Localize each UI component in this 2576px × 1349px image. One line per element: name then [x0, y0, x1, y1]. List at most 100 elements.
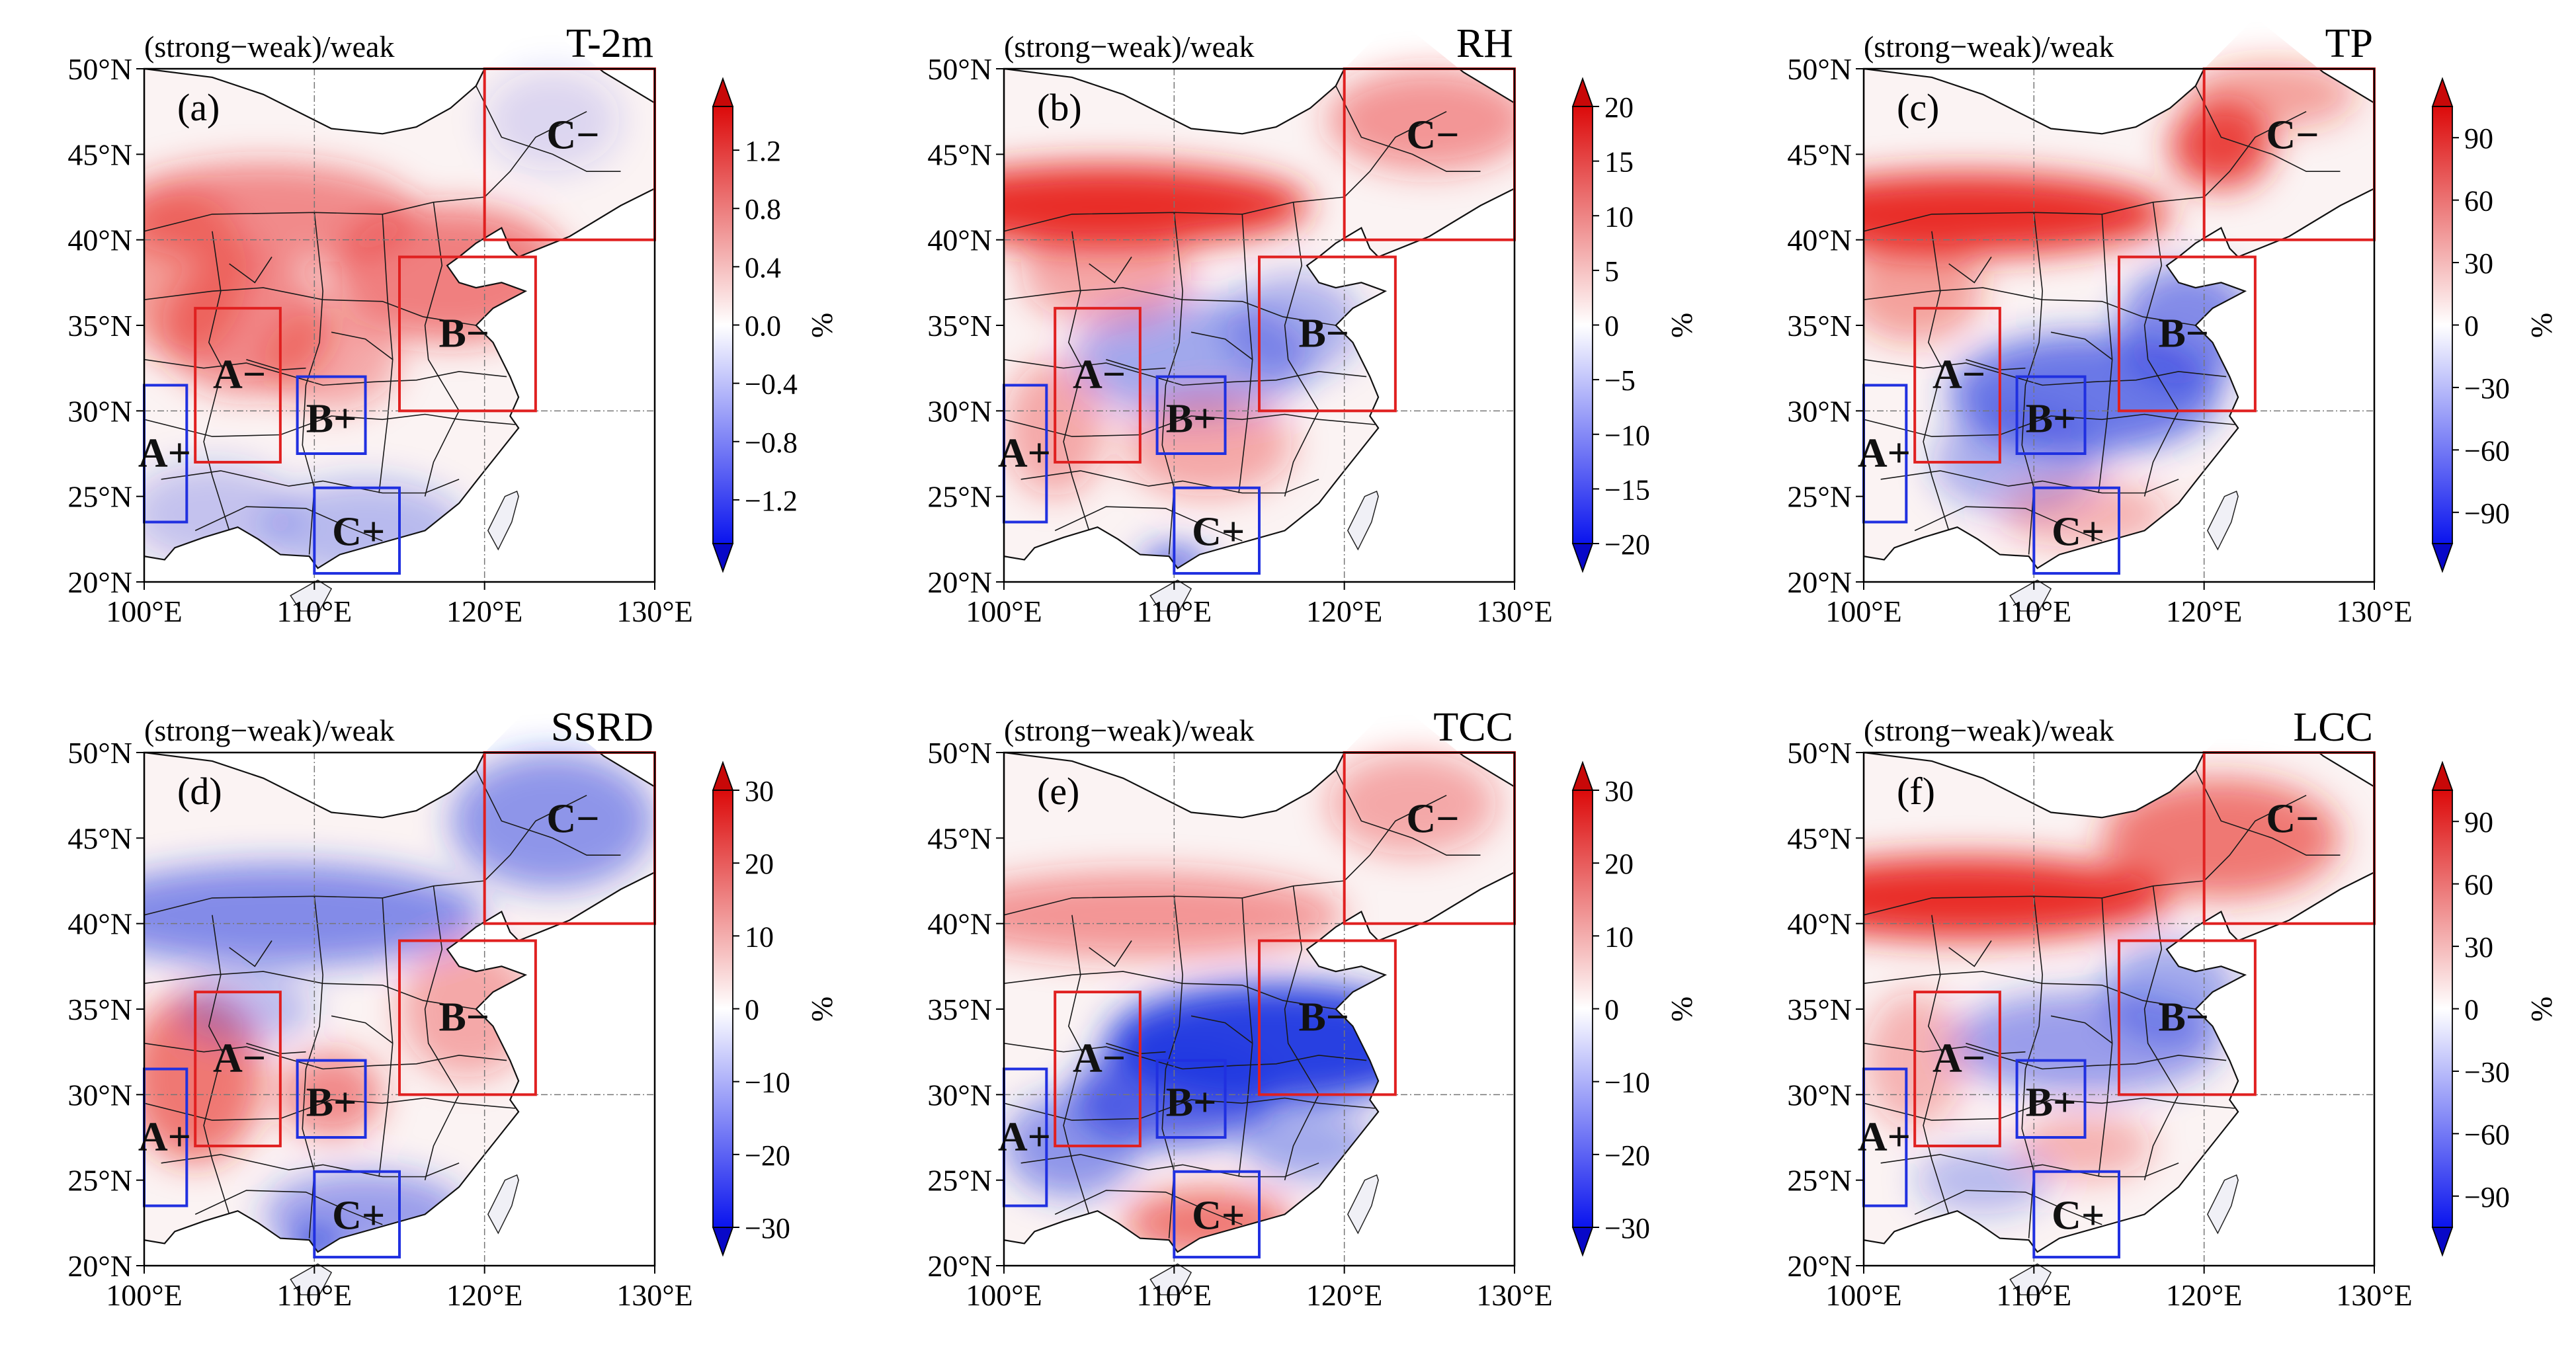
panel-letter: (f)	[1897, 770, 1935, 813]
panel-subtitle: (strong−weak)/weak	[1864, 714, 2114, 747]
region-label-A-minus: A−	[1073, 352, 1126, 397]
colorbar-max-arrow	[2431, 77, 2454, 107]
lat-tick-label: 25°N	[927, 480, 992, 514]
region-label-C-minus: C−	[1406, 112, 1459, 157]
region-label-B-minus: B−	[1298, 995, 1349, 1040]
region-box-A-minus	[194, 307, 282, 464]
colorbar: 30 20 10 0 −10 −20 −30%	[712, 760, 839, 1257]
province-border	[194, 506, 383, 542]
region-box-B-minus	[2118, 939, 2257, 1096]
country-border	[1004, 753, 1515, 1253]
colorbar-tick-label: 0	[1604, 310, 1619, 343]
lat-tick-label: 45°N	[927, 138, 992, 171]
panel-variable-title: TP	[2325, 21, 2373, 66]
colorbar-tick-label: 30	[745, 775, 774, 807]
province-border	[484, 110, 587, 198]
taiwan-outline	[2206, 490, 2239, 551]
field-blob	[1123, 393, 1294, 497]
panel-subtitle: (strong−weak)/weak	[1004, 30, 1254, 63]
colorbar-gradient	[1572, 790, 1593, 1228]
province-border	[1004, 413, 1376, 437]
lon-tick-label: 120°E	[1306, 594, 1383, 628]
colorbar-min-arrow	[2431, 543, 2454, 573]
province-border	[1864, 196, 2204, 232]
lat-tick-label: 30°N	[67, 394, 132, 428]
region-label-A-plus: A+	[998, 1114, 1051, 1159]
region-label-C-plus: C+	[2052, 1193, 2104, 1238]
province-border	[424, 885, 460, 1180]
colorbar-tick-label: 0	[2464, 994, 2479, 1026]
lat-tick-label: 30°N	[1787, 1078, 1852, 1112]
lat-tick-label: 35°N	[67, 309, 132, 343]
panel-subtitle: (strong−weak)/weak	[1864, 30, 2114, 63]
colorbar-tick-label: 30	[2464, 247, 2493, 280]
colorbar-tick-label: −90	[2464, 497, 2510, 530]
colorbar-tick-label: −10	[1604, 1067, 1650, 1099]
lon-tick-label: 130°E	[616, 1278, 693, 1312]
region-box-C-plus	[313, 486, 401, 575]
colorbar-tick-label: 90	[2464, 806, 2493, 838]
lat-tick-label: 40°N	[1787, 907, 1852, 941]
colorbar-tick-label: 0.0	[745, 310, 781, 343]
region-label-C-plus: C+	[1192, 509, 1245, 554]
panel-e: A− A+ B− B+ C− C+ 50°N 45°N 40°N 35°N 30°N 25°N 20°N…	[927, 705, 1698, 1312]
region-label-B-plus: B+	[1166, 397, 1217, 442]
region-label-A-plus: A+	[138, 1114, 191, 1159]
province-border	[144, 413, 516, 437]
colorbar-min-arrow	[1571, 1227, 1594, 1257]
lon-tick-label: 120°E	[1306, 1278, 1383, 1312]
region-label-A-minus: A−	[213, 1036, 266, 1081]
province-border	[1864, 287, 2196, 326]
colorbar-max-arrow	[712, 77, 734, 107]
region-box-B-plus	[2015, 375, 2087, 455]
province-border	[1004, 880, 1345, 916]
lon-tick-label: 120°E	[446, 1278, 523, 1312]
field-blob	[1864, 173, 2171, 255]
province-border	[1864, 1042, 2227, 1070]
country-border	[144, 753, 655, 1253]
province-border	[2204, 794, 2307, 881]
hainan-outline	[1149, 1263, 1192, 1295]
province-border	[2050, 1015, 2113, 1044]
region-label-A-minus: A−	[1932, 352, 1985, 397]
lon-tick-label: 110°E	[276, 1278, 352, 1312]
province-border	[1004, 358, 1367, 386]
boundaries	[1004, 753, 1515, 1253]
lon-tick-label: 130°E	[2336, 1278, 2413, 1312]
panel-letter: (c)	[1897, 86, 1939, 129]
lat-tick-label: 50°N	[1787, 52, 1852, 86]
boundaries	[1864, 69, 2374, 569]
colorbar-unit-label: %	[1665, 997, 1698, 1022]
islands	[290, 490, 519, 612]
province-border	[476, 769, 621, 856]
region-label-A-minus: A−	[213, 352, 266, 397]
province-border	[144, 287, 476, 326]
colorbar-gradient	[2432, 106, 2453, 544]
colorbar-tick-label: 20	[1604, 848, 1634, 880]
region-label-C-plus: C+	[332, 1193, 385, 1238]
field-blob	[2186, 60, 2358, 129]
field-blob	[1242, 1112, 1379, 1180]
province-border	[2050, 331, 2113, 360]
province-border	[331, 331, 394, 360]
colorbar-tick-label: 60	[2464, 185, 2493, 218]
lat-tick-label: 35°N	[927, 993, 992, 1026]
region-label-C-minus: C−	[1406, 796, 1459, 841]
province-border	[1923, 915, 1950, 1215]
colorbar-tick-label: 1.2	[745, 135, 781, 167]
colorbar-tick-label: −30	[2464, 1056, 2510, 1088]
lat-tick-label: 30°N	[927, 394, 992, 428]
colorbar-tick-label: 0	[1604, 994, 1619, 1026]
hainan-outline	[2009, 1263, 2052, 1295]
lat-tick-label: 40°N	[927, 907, 992, 941]
province-border	[1004, 1042, 1367, 1070]
province-border	[144, 880, 485, 916]
province-border	[1190, 1015, 1253, 1044]
lon-tick-label: 120°E	[2166, 1278, 2243, 1312]
colorbar-max-arrow	[712, 760, 734, 791]
lat-tick-label: 40°N	[67, 907, 132, 941]
colorbar-tick-label: 20	[1604, 91, 1634, 124]
province-border	[1344, 794, 1447, 881]
province-border	[144, 358, 507, 386]
province-border	[1063, 231, 1090, 531]
